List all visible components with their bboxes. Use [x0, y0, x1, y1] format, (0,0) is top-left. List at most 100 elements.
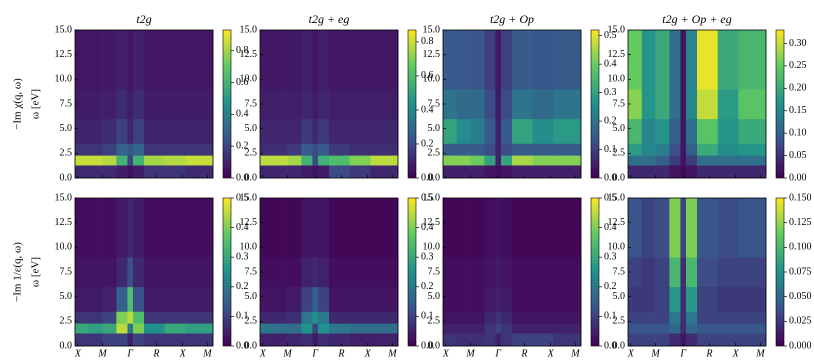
heatmap-cell — [273, 30, 288, 90]
colorbar-tick-label: 0.4 — [604, 58, 617, 69]
y-tick-label: 12.5 — [423, 217, 441, 228]
heatmap-cell — [669, 323, 681, 334]
heatmap-cell — [102, 118, 117, 144]
heatmap-cell — [512, 311, 533, 324]
heatmap-cell — [312, 165, 319, 179]
heatmap-cell — [443, 30, 458, 90]
heatmap-cell — [329, 165, 350, 179]
colorbar-tick-label: 0.3 — [421, 251, 434, 262]
heatmap-cell — [512, 118, 533, 144]
heatmap-cell — [185, 89, 214, 120]
y-tick-label: 2.5 — [60, 148, 73, 159]
heatmap-cell — [697, 143, 718, 156]
heatmap-cell — [553, 165, 582, 179]
y-tick-label: 10.0 — [55, 74, 73, 85]
colorbar-tick-label: 0.0 — [604, 172, 617, 183]
heatmap-cell — [127, 198, 134, 258]
heatmap-cell — [553, 311, 582, 324]
colorbar-tick-label: 0.0 — [421, 172, 434, 183]
heatmap-cell — [512, 165, 533, 179]
heatmap-cell — [301, 333, 313, 347]
y-tick-label: 15.0 — [423, 192, 441, 203]
colorbar-tick-label: 0.075 — [789, 266, 812, 277]
heatmap-cell — [641, 286, 656, 312]
heatmap-cell — [532, 165, 554, 179]
heatmap-cell — [512, 333, 533, 347]
heatmap-cell — [628, 333, 643, 347]
heatmap-cell — [370, 118, 399, 144]
heatmap-cell — [553, 30, 582, 90]
x-tick-label: M — [97, 348, 107, 359]
heatmap-cell — [287, 89, 302, 120]
y-tick-label: 2.5 — [60, 316, 73, 327]
heatmap-cell — [287, 323, 302, 334]
heatmap-cell — [273, 323, 288, 334]
heatmap-cell — [132, 155, 145, 166]
heatmap-cell — [738, 323, 767, 334]
heatmap-cell — [680, 198, 687, 258]
heatmap-cell — [738, 165, 767, 179]
heatmap-cell — [144, 257, 165, 288]
heatmap-cell — [301, 118, 313, 144]
heatmap-cell — [144, 143, 165, 156]
heatmap-cell — [495, 30, 502, 90]
heatmap-cell — [88, 30, 103, 90]
heatmap-cell — [260, 30, 275, 90]
heatmap-cell — [116, 286, 128, 312]
heatmap-cell — [500, 89, 513, 120]
heatmap-cell — [456, 333, 471, 347]
heatmap-cell — [717, 143, 739, 156]
heatmap-cell — [301, 198, 313, 258]
heatmap-cell — [456, 89, 471, 120]
heatmap-cell — [164, 30, 186, 90]
colorbar-tick-label: 0.4 — [421, 222, 434, 233]
heatmap-cell — [88, 155, 103, 166]
heatmap-cell — [697, 155, 718, 166]
colorbar-tick-label: 0.6 — [236, 77, 249, 88]
heatmap-cell — [102, 311, 117, 324]
heatmap-cell — [512, 155, 533, 166]
heatmap-cell — [628, 89, 643, 120]
y-tick-label: 5.0 — [245, 291, 258, 302]
heatmap-cell — [532, 143, 554, 156]
colorbar-tick-label: 0.0 — [236, 340, 249, 351]
y-tick-label: 2.5 — [245, 316, 258, 327]
colorbar — [775, 197, 785, 347]
heatmap-cell — [287, 118, 302, 144]
heatmap-cell — [164, 155, 186, 166]
heatmap-cell — [329, 323, 350, 334]
heatmap-cell — [717, 311, 739, 324]
heatmap-cell — [685, 165, 698, 179]
heatmap-cell — [132, 286, 145, 312]
y-tick-label: 5.0 — [613, 123, 626, 134]
heatmap-cell — [312, 30, 319, 90]
heatmap-cell — [116, 333, 128, 347]
heatmap-cell — [500, 257, 513, 288]
heatmap-cell — [164, 323, 186, 334]
y-tick-label: 10.0 — [608, 242, 626, 253]
heatmap-cell — [456, 257, 471, 288]
x-tick-label: M — [650, 348, 660, 359]
heatmap-cell — [484, 323, 496, 334]
heatmap-cell — [628, 30, 643, 90]
heatmap-cell — [312, 89, 319, 120]
colorbar-tick-label: 0.30 — [789, 38, 807, 49]
heatmap-cell — [164, 89, 186, 120]
heatmap-cell — [75, 323, 90, 334]
heatmap-cell — [685, 143, 698, 156]
heatmap-cell — [655, 311, 670, 324]
x-tick-label: M — [570, 348, 580, 359]
heatmap-cell — [349, 286, 371, 312]
heatmap-cell — [260, 286, 275, 312]
heatmap-cell — [470, 286, 485, 312]
colorbar-tick-label: 0.00 — [789, 172, 807, 183]
heatmap-cell — [738, 143, 767, 156]
heatmap-cell — [273, 89, 288, 120]
heatmap-cell — [470, 311, 485, 324]
heatmap-cell — [144, 286, 165, 312]
heatmap-cell — [500, 30, 513, 90]
y-tick-label: 2.5 — [428, 316, 441, 327]
heatmap-cell — [495, 323, 502, 334]
heatmap-cell — [317, 257, 330, 288]
x-tick-label: X — [547, 348, 555, 359]
